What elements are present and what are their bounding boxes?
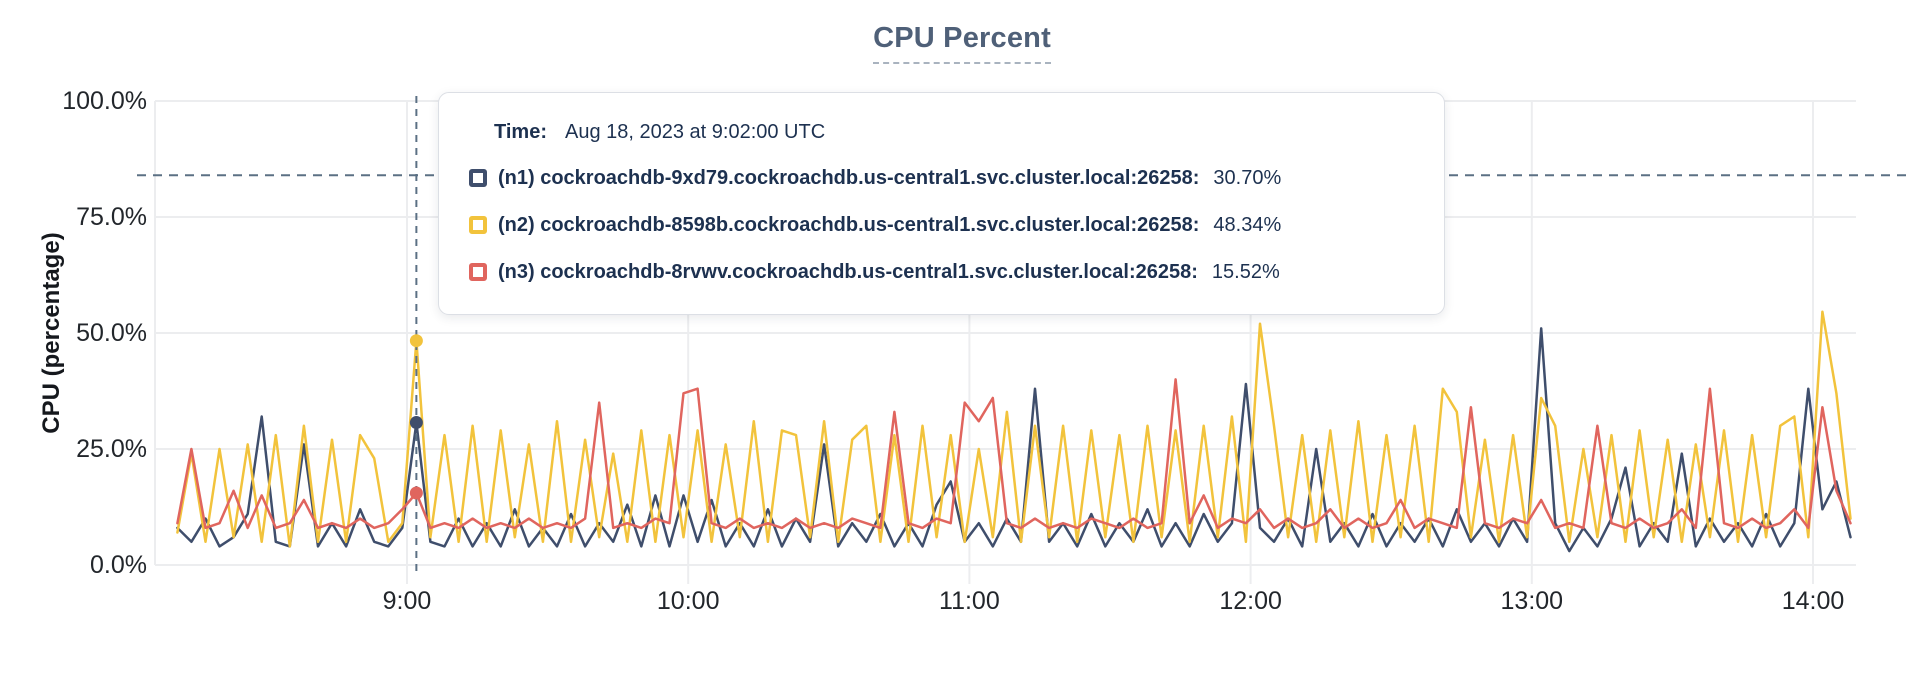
series-n3-value: 15.52%	[1211, 260, 1280, 283]
y-tick-label: 0.0%	[90, 551, 147, 579]
y-tick-label: 75.0%	[76, 203, 147, 231]
x-tick-label: 14:00	[1781, 587, 1845, 615]
chart-title-text: CPU Percent	[873, 22, 1051, 64]
tooltip-time-row: Time: Aug 18, 2023 at 9:02:00 UTC	[494, 119, 825, 145]
series-n1-value: 30.70%	[1213, 166, 1282, 189]
series-n3-label: (n3) cockroachdb-8rvwv.cockroachdb.us-ce…	[498, 260, 1198, 283]
tooltip-time-value: Aug 18, 2023 at 9:02:00 UTC	[564, 120, 826, 143]
x-tick-label: 13:00	[1500, 587, 1564, 615]
y-tick-label: 25.0%	[76, 435, 147, 463]
x-tick-label: 11:00	[939, 587, 1000, 615]
series-n1-color-swatch-icon	[469, 169, 487, 187]
chart-title: CPU Percent	[0, 22, 1924, 64]
series-n2-label: (n2) cockroachdb-8598b.cockroachdb.us-ce…	[498, 213, 1200, 236]
series-n2-color-swatch-icon	[469, 216, 487, 234]
x-tick-label: 10:00	[656, 587, 720, 615]
y-tick-label: 100.0%	[62, 87, 147, 115]
x-tick-label: 12:00	[1219, 587, 1282, 615]
tooltip-time-label: Time:	[494, 120, 547, 143]
hover-tooltip: Time: Aug 18, 2023 at 9:02:00 UTC (n1) c…	[438, 92, 1445, 315]
series-n1-label: (n1) cockroachdb-9xd79.cockroachdb.us-ce…	[498, 166, 1200, 189]
tooltip-series-row-n2: (n2) cockroachdb-8598b.cockroachdb.us-ce…	[469, 212, 1281, 238]
tooltip-series-row-n1: (n1) cockroachdb-9xd79.cockroachdb.us-ce…	[469, 165, 1281, 191]
tooltip-series-row-n3: (n3) cockroachdb-8rvwv.cockroachdb.us-ce…	[469, 259, 1280, 285]
y-tick-label: 50.0%	[76, 319, 147, 347]
series-n3-color-swatch-icon	[469, 263, 487, 281]
x-tick-label: 9:00	[382, 587, 432, 615]
series-n2-value: 48.34%	[1213, 213, 1282, 236]
